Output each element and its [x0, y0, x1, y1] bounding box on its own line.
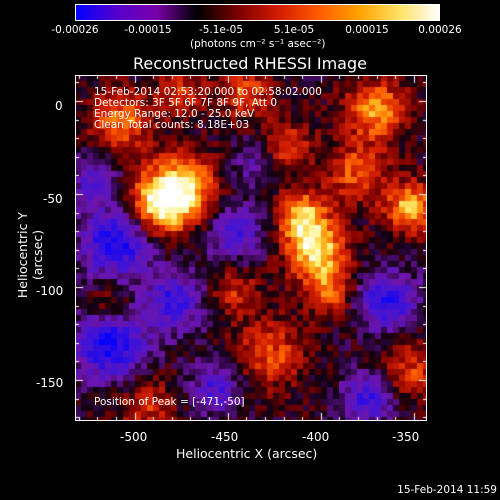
colorbar-tick: -0.00026 [51, 24, 99, 36]
y-tick-label: 0 [55, 99, 63, 113]
colorbar-tick: -5.1e-05 [198, 24, 244, 36]
colorbar-tick: 0.00015 [345, 24, 389, 36]
x-tick-label: -400 [302, 430, 330, 444]
colorbar [75, 4, 440, 21]
y-axis-label: Heliocentric Y (arcsec) [15, 211, 45, 299]
peak-position-label: Position of Peak = [-471,-50] [94, 396, 245, 408]
colorbar-tick: 0.00026 [418, 24, 462, 36]
y-tick-label: -100 [36, 284, 64, 298]
y-tick-label: -50 [43, 192, 63, 206]
colorbar-tick: 5.1e-05 [273, 24, 315, 36]
x-tick-label: -450 [211, 430, 239, 444]
info-energy-range: Energy Range: 12.0 - 25.0 keV [94, 108, 255, 120]
x-axis-label: Heliocentric X (arcsec) [176, 446, 318, 461]
timestamp: 15-Feb-2014 11:59 [397, 484, 497, 496]
x-tick-label: -500 [120, 430, 148, 444]
info-clean-counts: Clean Total counts: 8.18E+03 [94, 119, 250, 131]
colorbar-tick: -0.00015 [124, 24, 172, 36]
x-tick-label: -350 [392, 430, 420, 444]
info-time-range: 15-Feb-2014 02:53:20.000 to 02:58:02.000 [94, 86, 322, 98]
colorbar-unit-label: (photons cm⁻² s⁻¹ asec⁻²) [190, 38, 326, 50]
plot-title: Reconstructed RHESSI Image [133, 54, 367, 73]
y-tick-label: -150 [36, 376, 64, 390]
rhessi-image [75, 75, 427, 421]
info-detectors: Detectors: 3F 5F 6F 7F 8F 9F, Att 0 [94, 97, 278, 109]
image-canvas [75, 75, 427, 421]
